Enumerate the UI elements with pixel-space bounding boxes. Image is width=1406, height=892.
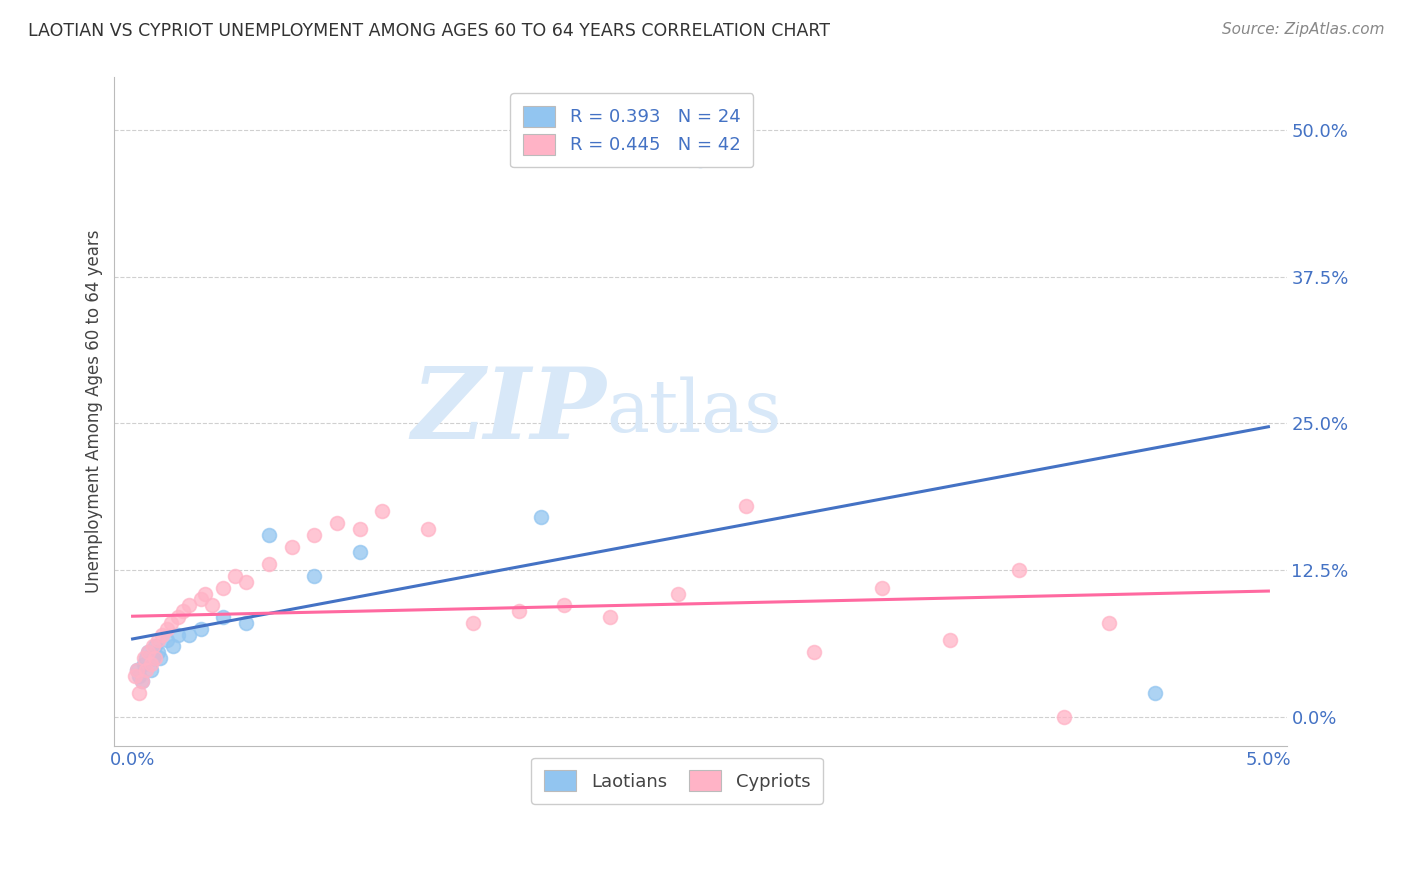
Point <box>139 663 162 677</box>
Point <box>132 651 155 665</box>
Point <box>735 499 758 513</box>
Point <box>349 522 371 536</box>
Point <box>127 663 149 677</box>
Point <box>508 604 530 618</box>
Text: LAOTIAN VS CYPRIOT UNEMPLOYMENT AMONG AGES 60 TO 64 YEARS CORRELATION CHART: LAOTIAN VS CYPRIOT UNEMPLOYMENT AMONG AG… <box>28 22 830 40</box>
Text: atlas: atlas <box>607 376 782 447</box>
Point <box>160 615 183 630</box>
Point <box>416 522 439 536</box>
Point <box>156 622 179 636</box>
Point <box>599 610 621 624</box>
Point <box>143 640 166 654</box>
Point <box>1098 615 1121 630</box>
Point <box>146 633 169 648</box>
Point <box>179 627 201 641</box>
Point <box>142 651 165 665</box>
Point <box>135 663 157 677</box>
Point <box>167 610 190 624</box>
Point <box>201 599 224 613</box>
Point <box>162 640 184 654</box>
Point <box>190 592 212 607</box>
Point <box>139 657 162 671</box>
Point <box>172 604 194 618</box>
Point <box>150 627 173 641</box>
Point <box>1007 563 1029 577</box>
Point <box>371 504 394 518</box>
Point <box>280 540 302 554</box>
Point <box>666 586 689 600</box>
Point <box>143 651 166 665</box>
Point <box>128 686 150 700</box>
Point <box>349 545 371 559</box>
Point <box>235 615 257 630</box>
Point <box>131 674 153 689</box>
Point <box>304 569 326 583</box>
Point <box>138 645 160 659</box>
Point <box>304 528 326 542</box>
Point <box>530 510 553 524</box>
Point <box>1053 709 1076 723</box>
Point <box>212 581 235 595</box>
Point <box>257 557 280 571</box>
Point <box>235 574 257 589</box>
Point <box>131 674 153 689</box>
Text: ZIP: ZIP <box>412 363 607 460</box>
Point <box>257 528 280 542</box>
Point <box>135 651 157 665</box>
Point <box>167 627 190 641</box>
Point <box>179 599 201 613</box>
Point <box>132 657 155 671</box>
Point <box>194 586 217 600</box>
Point <box>212 610 235 624</box>
Point <box>463 615 485 630</box>
Point <box>156 633 179 648</box>
Point <box>939 633 962 648</box>
Legend: Laotians, Cypriots: Laotians, Cypriots <box>531 757 823 804</box>
Point <box>124 668 146 682</box>
Point <box>689 153 711 167</box>
Point <box>146 645 169 659</box>
Point <box>553 599 575 613</box>
Point <box>128 668 150 682</box>
Point <box>149 651 172 665</box>
Point <box>870 581 893 595</box>
Point <box>224 569 246 583</box>
Point <box>190 622 212 636</box>
Point <box>138 645 160 659</box>
Text: Source: ZipAtlas.com: Source: ZipAtlas.com <box>1222 22 1385 37</box>
Point <box>1143 686 1166 700</box>
Point <box>803 645 825 659</box>
Point <box>127 663 149 677</box>
Point <box>326 516 349 530</box>
Point <box>142 640 165 654</box>
Y-axis label: Unemployment Among Ages 60 to 64 years: Unemployment Among Ages 60 to 64 years <box>86 230 103 593</box>
